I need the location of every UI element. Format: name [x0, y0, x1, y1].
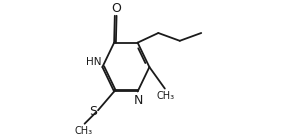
Text: O: O [111, 2, 121, 15]
Text: N: N [133, 94, 143, 107]
Text: CH₃: CH₃ [75, 126, 93, 136]
Text: S: S [89, 105, 97, 118]
Text: CH₃: CH₃ [156, 91, 175, 101]
Text: HN: HN [86, 57, 101, 67]
